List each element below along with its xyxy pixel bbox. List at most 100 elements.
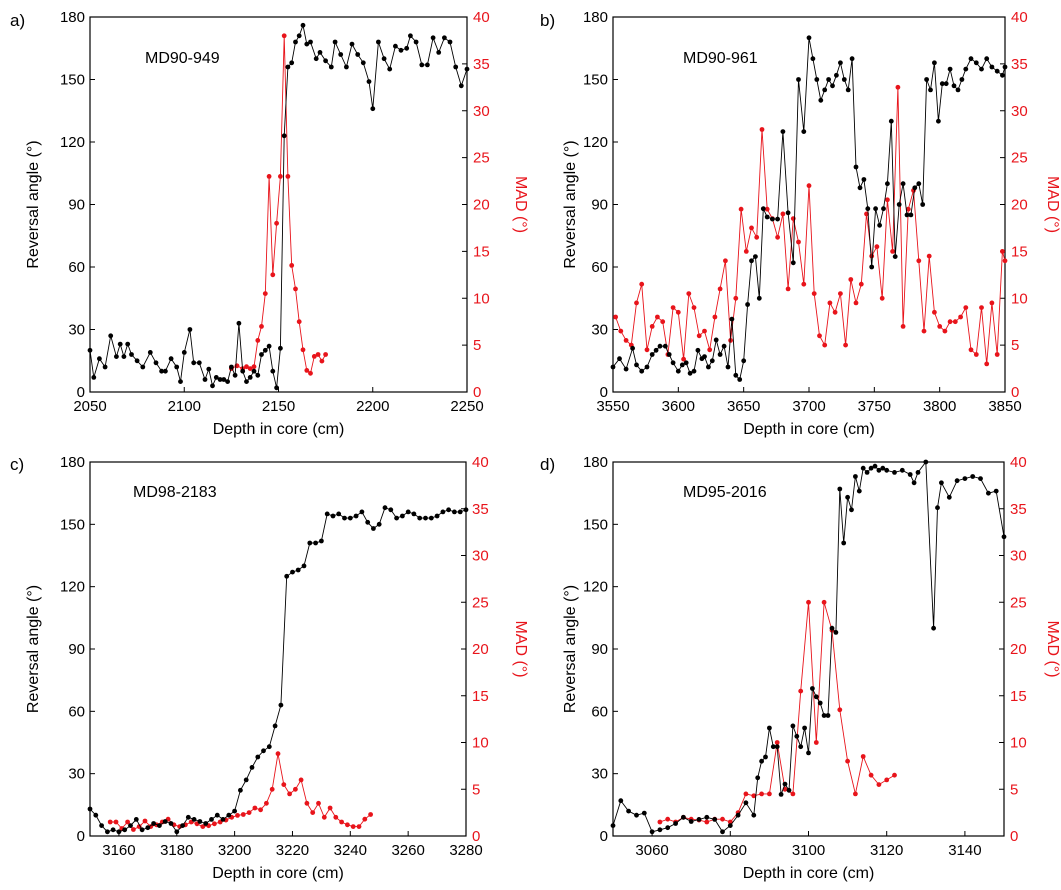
x-tick-label: 3280 — [449, 842, 482, 859]
chart-title: MD90-949 — [145, 50, 220, 67]
mad-series-point — [675, 309, 681, 315]
mad-series-point — [932, 309, 937, 315]
reversal-series-point — [349, 41, 355, 47]
reversal-series-point — [458, 83, 464, 89]
y2-tick-label: 40 — [1010, 454, 1027, 471]
reversal-series-point — [168, 821, 174, 826]
reversal-series-point — [853, 164, 859, 170]
reversal-series-point — [360, 60, 366, 66]
y2-tick-label: 10 — [472, 735, 489, 752]
reversal-series-point — [959, 77, 965, 82]
y2-tick-label: 25 — [1010, 594, 1027, 611]
reversal-series-point — [814, 77, 820, 82]
reversal-series-point — [417, 515, 423, 521]
reversal-series-point — [162, 819, 168, 824]
reversal-series-point — [864, 470, 870, 475]
reversal-series-point — [860, 465, 866, 471]
reversal-series-point — [336, 511, 342, 517]
mad-series-point — [275, 751, 281, 757]
reversal-series-point — [133, 817, 139, 822]
reversal-series-point — [825, 713, 831, 718]
reversal-series-point — [923, 459, 929, 465]
reversal-series-point — [826, 77, 831, 82]
mad-series-point — [952, 319, 958, 325]
mad-series-point — [868, 772, 874, 778]
reversal-series-point — [266, 744, 272, 750]
reversal-series-point — [857, 185, 863, 191]
reversal-series-point — [353, 513, 359, 519]
mad-series-point — [333, 814, 339, 820]
reversal-series-point — [908, 212, 914, 218]
mad-series-point — [264, 800, 269, 806]
reversal-series-point — [911, 480, 917, 486]
reversal-series-point — [452, 509, 457, 515]
reversal-series-point — [278, 345, 283, 351]
reversal-series-point — [185, 814, 191, 820]
mad-series-point — [252, 805, 258, 811]
mad-series-point — [926, 253, 932, 259]
reversal-series-point — [209, 817, 214, 822]
reversal-series-point — [657, 827, 663, 833]
y-tick-label: 30 — [591, 322, 608, 339]
reversal-series-point — [1002, 64, 1008, 70]
mad-series-point — [696, 333, 702, 339]
reversal-series-point — [105, 829, 110, 835]
reversal-series-point — [617, 356, 622, 362]
reversal-series-line — [612, 460, 1005, 833]
mad-series-point — [356, 824, 362, 829]
mad-series-point — [827, 300, 833, 306]
x-tick-label: 3800 — [923, 398, 956, 415]
reversal-series-point — [829, 625, 835, 631]
reversal-series-point — [775, 216, 780, 222]
reversal-series-point — [691, 368, 697, 374]
reversal-series-point — [841, 77, 847, 82]
reversal-series-point — [673, 821, 678, 826]
reversal-series-point — [114, 354, 119, 359]
reversal-series-point — [688, 819, 694, 824]
mad-series-point — [136, 824, 142, 829]
mad-series-point — [780, 211, 786, 217]
reversal-series-point — [856, 488, 862, 494]
mad-series-point — [958, 314, 963, 320]
mad-series-point — [269, 786, 275, 792]
mad-series-point — [963, 305, 969, 310]
mad-series-point — [942, 328, 948, 334]
reversal-series-point — [865, 206, 871, 212]
reversal-series-point — [830, 83, 835, 89]
reversal-series-point — [210, 383, 215, 389]
reversal-series-point — [255, 754, 261, 760]
mad-series-point — [947, 319, 953, 325]
reversal-series-point — [721, 343, 727, 349]
mad-series-point — [274, 220, 279, 226]
mad-series-point — [311, 354, 317, 359]
reversal-series-point — [332, 39, 338, 45]
reversal-series-point — [970, 474, 976, 479]
reversal-series-point — [238, 787, 243, 793]
mad-series-point — [258, 807, 263, 813]
reversal-series-point — [220, 817, 226, 822]
reversal-series-point — [272, 723, 278, 729]
mad-series-point — [660, 319, 666, 325]
reversal-series-point — [756, 295, 762, 301]
reversal-series-point — [665, 825, 671, 831]
reversal-series-point — [174, 829, 180, 835]
reversal-series-point — [735, 812, 741, 818]
y2-tick-label: 30 — [472, 548, 489, 565]
mad-series-point — [817, 333, 822, 339]
reversal-series-point — [794, 733, 800, 739]
reversal-series-point — [798, 744, 804, 750]
x-tick-label: 2100 — [168, 398, 201, 415]
mad-series-point — [869, 253, 875, 259]
mad-series-point — [853, 300, 859, 306]
reversal-series-point — [928, 87, 933, 93]
reversal-series-point — [849, 56, 855, 62]
mad-series-point — [879, 295, 885, 301]
reversal-series-point — [102, 364, 108, 370]
y-tick-label: 180 — [583, 454, 608, 471]
reversal-series-point — [147, 350, 153, 355]
reversal-series-point — [853, 474, 858, 479]
reversal-series-point — [641, 810, 647, 816]
reversal-series-point — [261, 748, 266, 754]
reversal-series-point — [653, 347, 659, 353]
y2-tick-label: 5 — [1010, 781, 1018, 798]
